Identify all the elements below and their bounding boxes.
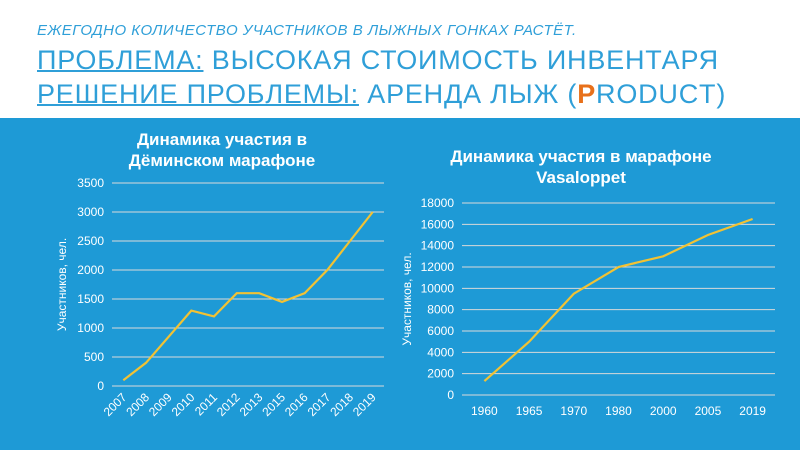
problem-label: ПРОБЛЕМА: <box>37 45 204 75</box>
slide-header: ЕЖЕГОДНО КОЛИЧЕСТВО УЧАСТНИКОВ В ЛЫЖНЫХ … <box>0 0 800 118</box>
y-tick-label: 14000 <box>421 239 455 253</box>
demino-series-line <box>122 211 374 382</box>
x-tick-label: 2010 <box>169 390 198 419</box>
chart-demino-marathon: Динамика участия в Дёминском марафоне 0 500… <box>48 124 403 444</box>
y-tick-label: 0 <box>447 388 454 402</box>
x-tick-label: 2009 <box>146 390 175 419</box>
solution-label: РЕШЕНИЕ ПРОБЛЕМЫ: <box>37 79 359 109</box>
y-tick-label: 1000 <box>77 321 104 335</box>
y-tick-label: 0 <box>97 379 104 393</box>
y-tick-label: 4000 <box>427 345 454 359</box>
x-tick-label: 2013 <box>237 390 266 419</box>
slide-subtitle: ЕЖЕГОДНО КОЛИЧЕСТВО УЧАСТНИКОВ В ЛЫЖНЫХ … <box>37 22 577 39</box>
y-tick-label: 8000 <box>427 303 454 317</box>
y-tick-label: 1500 <box>77 292 104 306</box>
y-axis-label: Участников, чел. <box>400 252 414 345</box>
y-tick-label: 16000 <box>421 217 455 231</box>
x-tick-label: 2007 <box>101 390 130 419</box>
vasaloppet-series-line <box>483 217 753 382</box>
x-tick-label: 2015 <box>259 390 288 419</box>
x-tick-label: 2017 <box>305 390 334 419</box>
problem-heading: ПРОБЛЕМА: ВЫСОКАЯ СТОИМОСТЬ ИНВЕНТАРЯ <box>37 45 719 76</box>
product-initial: P <box>577 79 597 109</box>
y-tick-label: 2500 <box>77 234 104 248</box>
chart-title-line: Дёминском марафоне <box>129 151 315 170</box>
x-tick-label: 2000 <box>650 404 677 418</box>
y-tick-label: 2000 <box>77 263 104 277</box>
y-tick-label: 12000 <box>421 260 455 274</box>
problem-text: ВЫСОКАЯ СТОИМОСТЬ ИНВЕНТАРЯ <box>203 45 719 75</box>
x-tick-label: 2008 <box>123 390 152 419</box>
x-tick-label: 1965 <box>516 404 543 418</box>
x-tick-label: 1970 <box>560 404 587 418</box>
y-tick-label: 500 <box>84 350 104 364</box>
x-tick-label: 2018 <box>327 390 356 419</box>
chart-vasaloppet-svg: Динамика участия в марафоне Vasaloppet 0 20… <box>400 147 775 418</box>
chart-title-line: Динамика участия в марафоне <box>450 147 711 166</box>
chart-title-line: Vasaloppet <box>536 168 626 187</box>
x-tick-label: 2012 <box>214 390 243 419</box>
y-tick-label: 3000 <box>77 205 104 219</box>
solution-text: АРЕНДА ЛЫЖ ( <box>358 79 578 109</box>
chart-demino-svg: Динамика участия в Дёминском марафоне 0 500… <box>55 130 384 419</box>
chart-title-line: Динамика участия в <box>137 130 307 149</box>
x-tick-label: 1960 <box>471 404 498 418</box>
chart-vasaloppet: Динамика участия в марафоне Vasaloppet 0 20… <box>398 136 800 426</box>
x-tick-label: 1980 <box>605 404 632 418</box>
y-tick-label: 18000 <box>421 196 455 210</box>
product-rest: RODUCT) <box>596 79 727 109</box>
y-axis-label: Участников, чел. <box>55 238 69 331</box>
x-tick-label: 2005 <box>695 404 722 418</box>
solution-heading: РЕШЕНИЕ ПРОБЛЕМЫ: АРЕНДА ЛЫЖ (PRODUCT) <box>37 79 726 110</box>
y-tick-label: 2000 <box>427 367 454 381</box>
y-tick-label: 3500 <box>77 176 104 190</box>
y-tick-label: 10000 <box>421 281 455 295</box>
x-tick-label: 2016 <box>282 390 311 419</box>
x-tick-label: 2011 <box>192 390 220 418</box>
y-tick-label: 6000 <box>427 324 454 338</box>
x-tick-label: 2019 <box>350 390 379 419</box>
x-tick-label: 2019 <box>739 404 766 418</box>
